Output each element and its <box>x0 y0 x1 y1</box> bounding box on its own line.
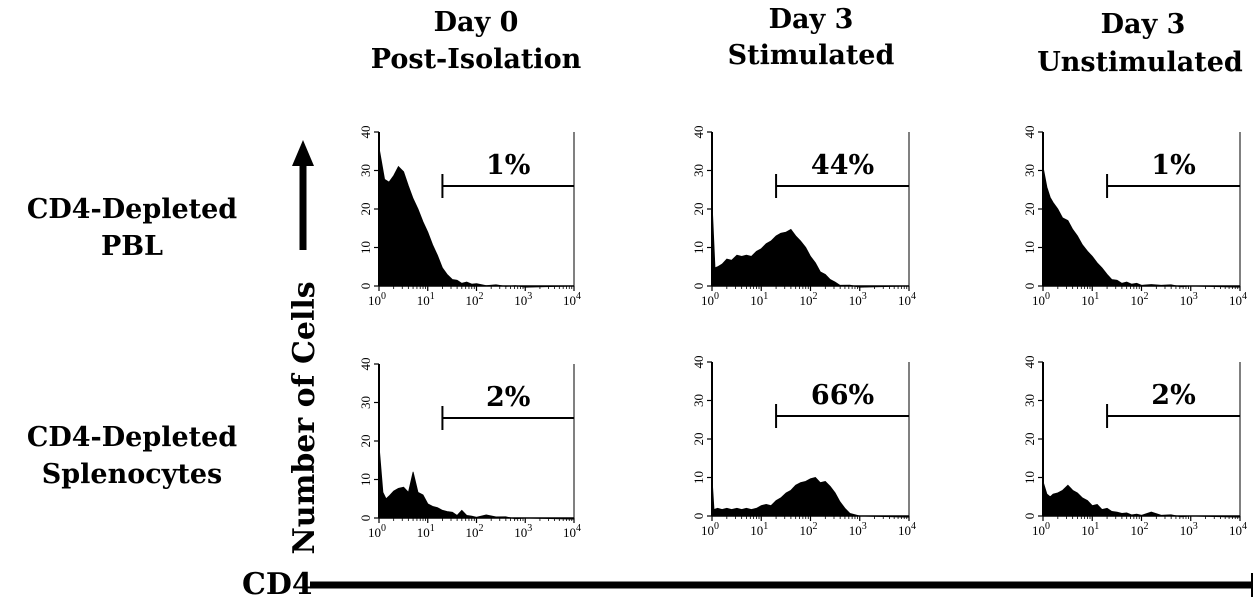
histogram-panel-5: 0 10 20 30 40 100 101 102 103 104 66% <box>691 356 916 539</box>
x-tick-label: 102 <box>466 291 484 308</box>
y-tick-label: 20 <box>1022 203 1037 216</box>
histogram-area <box>378 444 575 520</box>
y-tick-label: 0 <box>691 283 706 290</box>
x-tick-label: 100 <box>368 523 386 540</box>
column-header-unstimulated-line1: Day 3 <box>1101 9 1186 40</box>
y-tick-label: 40 <box>1022 356 1037 369</box>
y-tick-label: 0 <box>1022 513 1037 520</box>
x-tick-label: 101 <box>1081 521 1099 538</box>
x-tick-label: 103 <box>514 291 532 308</box>
y-tick-label: 40 <box>1022 126 1037 139</box>
y-tick-label: 40 <box>691 126 706 139</box>
x-tick-label: 103 <box>1180 291 1198 308</box>
x-tick-label: 100 <box>368 291 386 308</box>
x-tick-label: 101 <box>417 523 435 540</box>
histogram-panel-3: 0 10 20 30 40 100 101 102 103 104 1% <box>1022 126 1247 309</box>
x-tick-label: 101 <box>417 291 435 308</box>
histogram-panel-2: 0 10 20 30 40 100 101 102 103 104 44% <box>691 126 916 309</box>
x-tick-label: 103 <box>514 523 532 540</box>
y-tick-label: 30 <box>1022 394 1037 407</box>
column-header-unstimulated-line2: Unstimulated <box>1037 47 1243 78</box>
x-tick-label: 100 <box>1032 291 1050 308</box>
x-tick-label: 103 <box>849 521 867 538</box>
histogram-area <box>711 477 910 518</box>
y-tick-label: 20 <box>1022 433 1037 446</box>
x-tick-label: 104 <box>898 291 916 308</box>
gate-percentage-label: 2% <box>1151 380 1195 411</box>
y-tick-label: 40 <box>358 126 373 139</box>
histogram-area <box>1042 481 1241 518</box>
gate-percentage-label: 1% <box>1151 150 1195 181</box>
y-tick-label: 10 <box>1022 241 1037 254</box>
gate-percentage-label: 2% <box>486 382 530 413</box>
y-tick-label: 20 <box>358 203 373 216</box>
x-tick-label: 100 <box>701 521 719 538</box>
y-tick-label: 0 <box>691 513 706 520</box>
x-tick-label: 103 <box>849 291 867 308</box>
y-tick-label: 40 <box>358 358 373 371</box>
y-tick-label: 20 <box>358 435 373 448</box>
column-header-day0-line2: Post-Isolation <box>371 44 582 75</box>
y-tick-label: 20 <box>691 203 706 216</box>
x-tick-label: 104 <box>563 523 581 540</box>
y-tick-label: 40 <box>691 356 706 369</box>
histogram-panel-6: 0 10 20 30 40 100 101 102 103 104 2% <box>1022 356 1247 539</box>
x-axis-label: CD4 <box>242 567 313 602</box>
y-tick-label: 30 <box>691 164 706 177</box>
x-tick-label: 104 <box>1229 291 1247 308</box>
y-tick-label: 10 <box>691 471 706 484</box>
x-tick-label: 102 <box>800 521 818 538</box>
x-axis-arrow <box>310 573 1253 597</box>
gate-percentage-label: 66% <box>811 380 874 411</box>
gate-percentage-label: 44% <box>811 150 874 181</box>
x-tick-label: 102 <box>1131 291 1149 308</box>
x-tick-label: 102 <box>466 523 484 540</box>
row-label-splenocytes-line2: Splenocytes <box>42 459 222 490</box>
x-tick-label: 101 <box>1081 291 1099 308</box>
y-tick-label: 10 <box>358 241 373 254</box>
y-tick-label: 0 <box>1022 283 1037 290</box>
x-tick-label: 104 <box>1229 521 1247 538</box>
x-tick-label: 102 <box>800 291 818 308</box>
x-tick-label: 100 <box>1032 521 1050 538</box>
y-axis-label: Number of Cells <box>287 281 322 554</box>
y-axis-arrow <box>292 140 314 250</box>
x-tick-label: 104 <box>563 291 581 308</box>
y-tick-label: 0 <box>358 283 373 290</box>
x-tick-label: 103 <box>1180 521 1198 538</box>
y-tick-label: 30 <box>691 394 706 407</box>
y-tick-label: 10 <box>1022 471 1037 484</box>
y-tick-label: 20 <box>691 433 706 446</box>
row-label-pbl-line2: PBL <box>101 231 163 262</box>
x-tick-label: 104 <box>898 521 916 538</box>
x-tick-label: 101 <box>750 291 768 308</box>
column-header-stimulated-line1: Day 3 <box>769 4 854 35</box>
y-tick-label: 30 <box>358 164 373 177</box>
y-tick-label: 30 <box>1022 164 1037 177</box>
histogram-panel-4: 0 10 20 30 40 100 101 102 103 104 2% <box>358 358 581 541</box>
histogram-area <box>378 147 575 288</box>
x-tick-label: 101 <box>750 521 768 538</box>
x-tick-label: 102 <box>1131 521 1149 538</box>
histogram-area <box>1042 166 1241 288</box>
row-label-splenocytes-line1: CD4-Depleted <box>27 422 237 453</box>
histogram-panel-1: 0 10 20 30 40 100 101 102 103 104 1% <box>358 126 581 309</box>
y-tick-label: 10 <box>691 241 706 254</box>
column-header-stimulated-line2: Stimulated <box>728 40 895 71</box>
x-tick-label: 100 <box>701 291 719 308</box>
column-header-day0-line1: Day 0 <box>434 7 519 38</box>
row-label-pbl-line1: CD4-Depleted <box>27 194 237 225</box>
y-tick-label: 30 <box>358 396 373 409</box>
y-tick-label: 10 <box>358 473 373 486</box>
histogram-area <box>711 201 910 288</box>
y-tick-label: 0 <box>358 515 373 522</box>
gate-percentage-label: 1% <box>486 150 530 181</box>
